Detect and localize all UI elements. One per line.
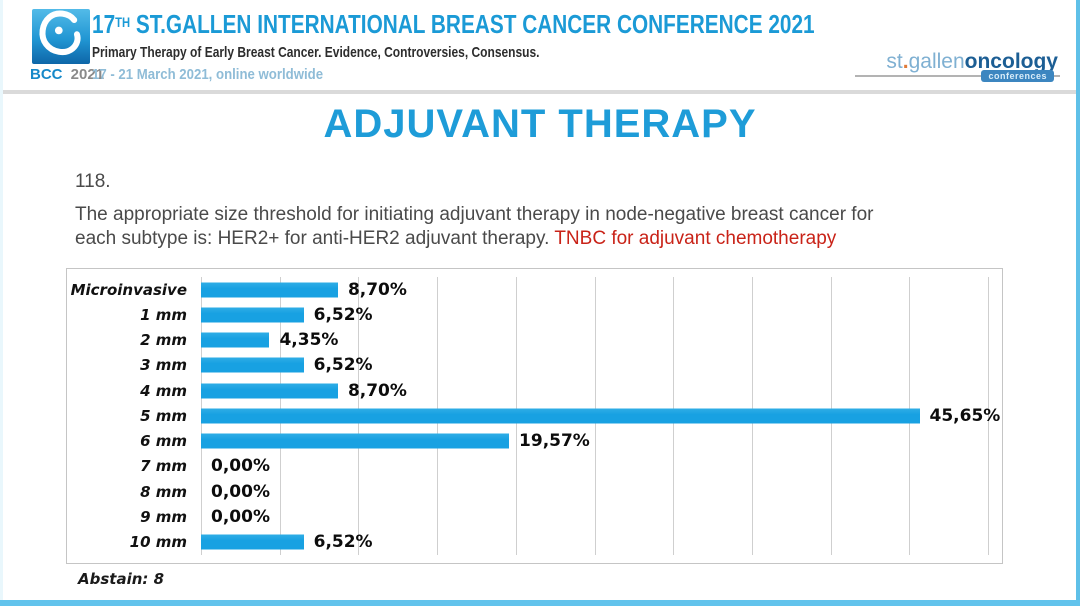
abstain-note: Abstain: 8 (78, 570, 165, 588)
bar (201, 282, 338, 298)
stgallen-logo-gallen: gallen (908, 50, 965, 73)
conference-title-rest: ST.GALLEN INTERNATIONAL BREAST CANCER CO… (130, 9, 815, 39)
frame-edge-bottom (0, 600, 1080, 606)
page-title: ADJUVANT THERAPY (323, 102, 757, 146)
bar (201, 534, 304, 550)
header-divider (0, 90, 1080, 94)
category-label: 8 mm (140, 482, 187, 501)
plot-cell: 6,52% (201, 302, 988, 327)
bar-row: 4 mm 8,70% (67, 378, 992, 403)
category-label: 2 mm (140, 331, 187, 350)
value-label: 6,52% (313, 355, 373, 376)
frame-edge-left (0, 0, 3, 606)
bar-row: 5 mm 45,65% (67, 403, 1000, 428)
bar (201, 383, 338, 399)
bar (201, 332, 270, 348)
category-label: 7 mm (140, 457, 187, 476)
category-label: 9 mm (140, 508, 187, 527)
bar (201, 307, 304, 323)
plot-cell: 0,00% (201, 504, 988, 529)
plot-cell: 19,57% (201, 429, 988, 454)
stgallen-logo-st: st (886, 50, 903, 73)
question-number: 118. (75, 171, 111, 192)
question-line2-plain: each subtype is: HER2+ for anti-HER2 adj… (75, 228, 555, 249)
value-label: 19,57% (519, 431, 590, 452)
stgallen-oncology-logo: st.gallenoncology (886, 50, 1058, 74)
conferences-badge: conferences (981, 70, 1054, 82)
plot-cell: 8,70% (201, 277, 988, 302)
category-label: 3 mm (140, 356, 187, 375)
plot-cell: 4,35% (201, 328, 988, 353)
category-label: 5 mm (140, 406, 187, 425)
plot-cell: 6,52% (201, 353, 988, 378)
plot-cell: 0,00% (201, 454, 988, 479)
plot-cell: 6,52% (201, 530, 988, 555)
bar-row: 2 mm 4,35% (67, 328, 992, 353)
category-label: 10 mm (129, 533, 187, 552)
category-label: 6 mm (140, 432, 187, 451)
bar-row: 3 mm 6,52% (67, 353, 992, 378)
bar (201, 357, 304, 373)
bcc-logo (32, 9, 90, 64)
stgallen-logo-oncology: oncology (964, 50, 1058, 73)
bcc-logo-text: BCC 2021 (30, 66, 104, 83)
question-line2-highlight: TNBC for adjuvant chemotherapy (554, 228, 837, 249)
stgallen-logo-underline (855, 75, 1060, 77)
stgallen-logo-dot: . (902, 50, 909, 73)
bar-row: 6 mm 19,57% (67, 429, 992, 454)
question-line1: The appropriate size threshold for initi… (75, 204, 874, 225)
bcc-swan-icon (39, 10, 81, 56)
question-block: 118. The appropriate size threshold for … (75, 170, 873, 251)
conference-subtitle: Primary Therapy of Early Breast Cancer. … (92, 44, 540, 61)
gridline (988, 277, 989, 555)
plot-cell: 0,00% (201, 479, 988, 504)
bar-row: 9 mm 0,00% (67, 504, 992, 529)
conference-title-number: 17 (92, 9, 116, 39)
frame-edge-right (1076, 0, 1080, 606)
category-label: 1 mm (140, 305, 187, 324)
plot-cell: 45,65% (201, 403, 1000, 428)
bcc-label: BCC (30, 66, 63, 83)
bar-row: 7 mm 0,00% (67, 454, 992, 479)
value-label: 4,35% (279, 330, 339, 351)
bar (201, 433, 510, 449)
bar-row: 10 mm 6,52% (67, 530, 992, 555)
bar-chart-rows: Microinvasive 8,70% 1 mm 6,52% 2 mm 4,35% 3 mm… (67, 277, 1001, 555)
bcc-year: 2021 (70, 66, 105, 83)
value-label: 0,00% (211, 507, 270, 528)
conference-dates: 17 - 21 March 2021, online worldwide (92, 66, 324, 83)
value-label: 6,52% (313, 304, 373, 325)
conference-title: 17TH ST.GALLEN INTERNATIONAL BREAST CANC… (92, 9, 815, 40)
value-label: 6,52% (313, 532, 373, 553)
value-label: 45,65% (929, 405, 1001, 426)
value-label: 0,00% (211, 481, 270, 502)
conference-title-sup: TH (115, 14, 131, 30)
bar (201, 408, 920, 424)
category-label: Microinvasive (70, 280, 187, 299)
bar-chart: Microinvasive 8,70% 1 mm 6,52% 2 mm 4,35% 3 mm… (66, 268, 1003, 564)
value-label: 0,00% (211, 456, 270, 477)
value-label: 8,70% (347, 279, 407, 300)
plot-cell: 8,70% (201, 378, 988, 403)
category-label: 4 mm (140, 381, 187, 400)
question-line2: each subtype is: HER2+ for anti-HER2 adj… (75, 227, 873, 251)
bar-row: 1 mm 6,52% (67, 302, 992, 327)
bar-row: 8 mm 0,00% (67, 479, 992, 504)
bar-row: Microinvasive 8,70% (67, 277, 992, 302)
value-label: 8,70% (347, 380, 407, 401)
